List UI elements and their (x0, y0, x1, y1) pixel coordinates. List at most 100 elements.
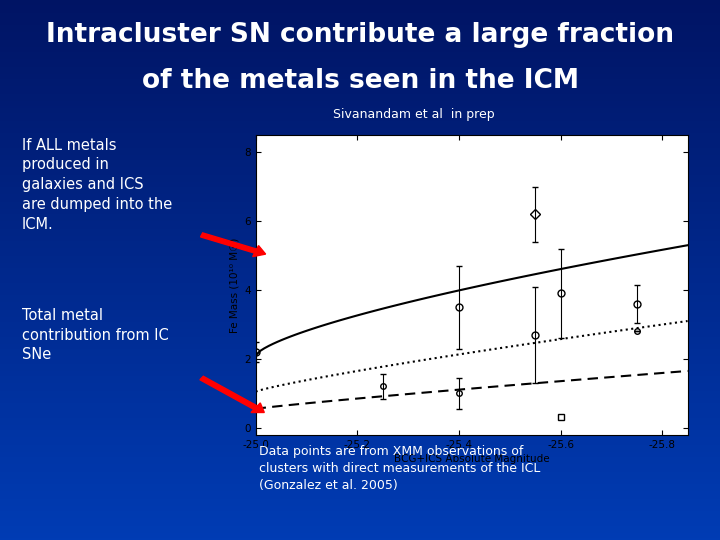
Text: Intracluster SN contribute a large fraction: Intracluster SN contribute a large fract… (46, 22, 674, 48)
Bar (0, 177, 720, 178)
Bar (0, 432, 720, 434)
Bar (0, 459, 720, 461)
Bar (0, 447, 720, 448)
Bar (0, 518, 720, 520)
Bar (0, 444, 720, 447)
Bar (0, 502, 720, 504)
Bar (0, 317, 720, 319)
Bar (0, 292, 720, 293)
Bar (0, 400, 720, 401)
Bar (0, 232, 720, 234)
Bar (0, 349, 720, 351)
Bar (0, 275, 720, 277)
Bar (0, 12, 720, 15)
Bar (0, 131, 720, 133)
Bar (0, 182, 720, 184)
Bar (0, 393, 720, 394)
Bar (0, 513, 720, 515)
Bar (0, 133, 720, 135)
Bar (0, 201, 720, 204)
Bar (0, 39, 720, 42)
Bar (0, 538, 720, 540)
Bar (0, 117, 720, 119)
Bar (0, 488, 720, 490)
Bar (0, 448, 720, 450)
Bar (0, 407, 720, 409)
Bar (0, 328, 720, 329)
Bar (0, 455, 720, 457)
Bar (0, 52, 720, 54)
Bar (0, 475, 720, 477)
Bar (0, 126, 720, 128)
Bar (0, 106, 720, 108)
Bar (0, 38, 720, 39)
Bar (0, 173, 720, 174)
Bar (0, 367, 720, 369)
Bar (0, 366, 720, 367)
Bar (0, 535, 720, 536)
Bar (0, 50, 720, 52)
Bar (0, 153, 720, 155)
X-axis label: BCG+ICS Absolute Magnitude: BCG+ICS Absolute Magnitude (394, 454, 549, 464)
Bar (0, 423, 720, 425)
Bar (0, 18, 720, 20)
Bar (0, 83, 720, 85)
Bar (0, 464, 720, 466)
Bar (0, 193, 720, 194)
Bar (0, 471, 720, 474)
Bar (0, 135, 720, 137)
Bar (0, 247, 720, 248)
Bar (0, 434, 720, 436)
Bar (0, 461, 720, 463)
Bar (0, 180, 720, 182)
Bar (0, 157, 720, 158)
Bar (0, 306, 720, 308)
Bar (0, 128, 720, 130)
Bar (0, 81, 720, 83)
Bar (0, 164, 720, 166)
Bar (0, 412, 720, 414)
Bar (0, 396, 720, 398)
Bar (0, 265, 720, 266)
Bar (0, 43, 720, 45)
Bar (0, 144, 720, 146)
Bar (0, 189, 720, 191)
Bar (0, 340, 720, 342)
Bar (0, 427, 720, 428)
Bar (0, 88, 720, 90)
Bar (0, 54, 720, 56)
Bar (0, 166, 720, 167)
Bar (0, 409, 720, 410)
Bar (0, 112, 720, 113)
Bar (0, 245, 720, 247)
Bar (0, 482, 720, 484)
Bar (0, 479, 720, 481)
Bar (0, 243, 720, 245)
Bar (0, 282, 720, 285)
Text: Data points are from XMM observations of
clusters with direct measurements of th: Data points are from XMM observations of… (259, 446, 541, 492)
Bar (0, 231, 720, 232)
Bar (0, 536, 720, 538)
Bar (0, 331, 720, 333)
Bar (0, 70, 720, 72)
Bar (0, 236, 720, 238)
Bar (0, 2, 720, 4)
Bar (0, 140, 720, 142)
Bar (0, 259, 720, 261)
Bar (0, 218, 720, 220)
Bar (0, 92, 720, 93)
Bar (0, 389, 720, 390)
Bar (0, 31, 720, 32)
Bar (0, 207, 720, 209)
Bar (0, 329, 720, 331)
Bar (0, 390, 720, 393)
Bar (0, 385, 720, 387)
Bar (0, 308, 720, 309)
Bar (0, 200, 720, 201)
Bar (0, 376, 720, 378)
Bar (0, 416, 720, 417)
Bar (0, 374, 720, 376)
Bar (0, 120, 720, 123)
Bar (0, 304, 720, 306)
Bar (0, 228, 720, 231)
